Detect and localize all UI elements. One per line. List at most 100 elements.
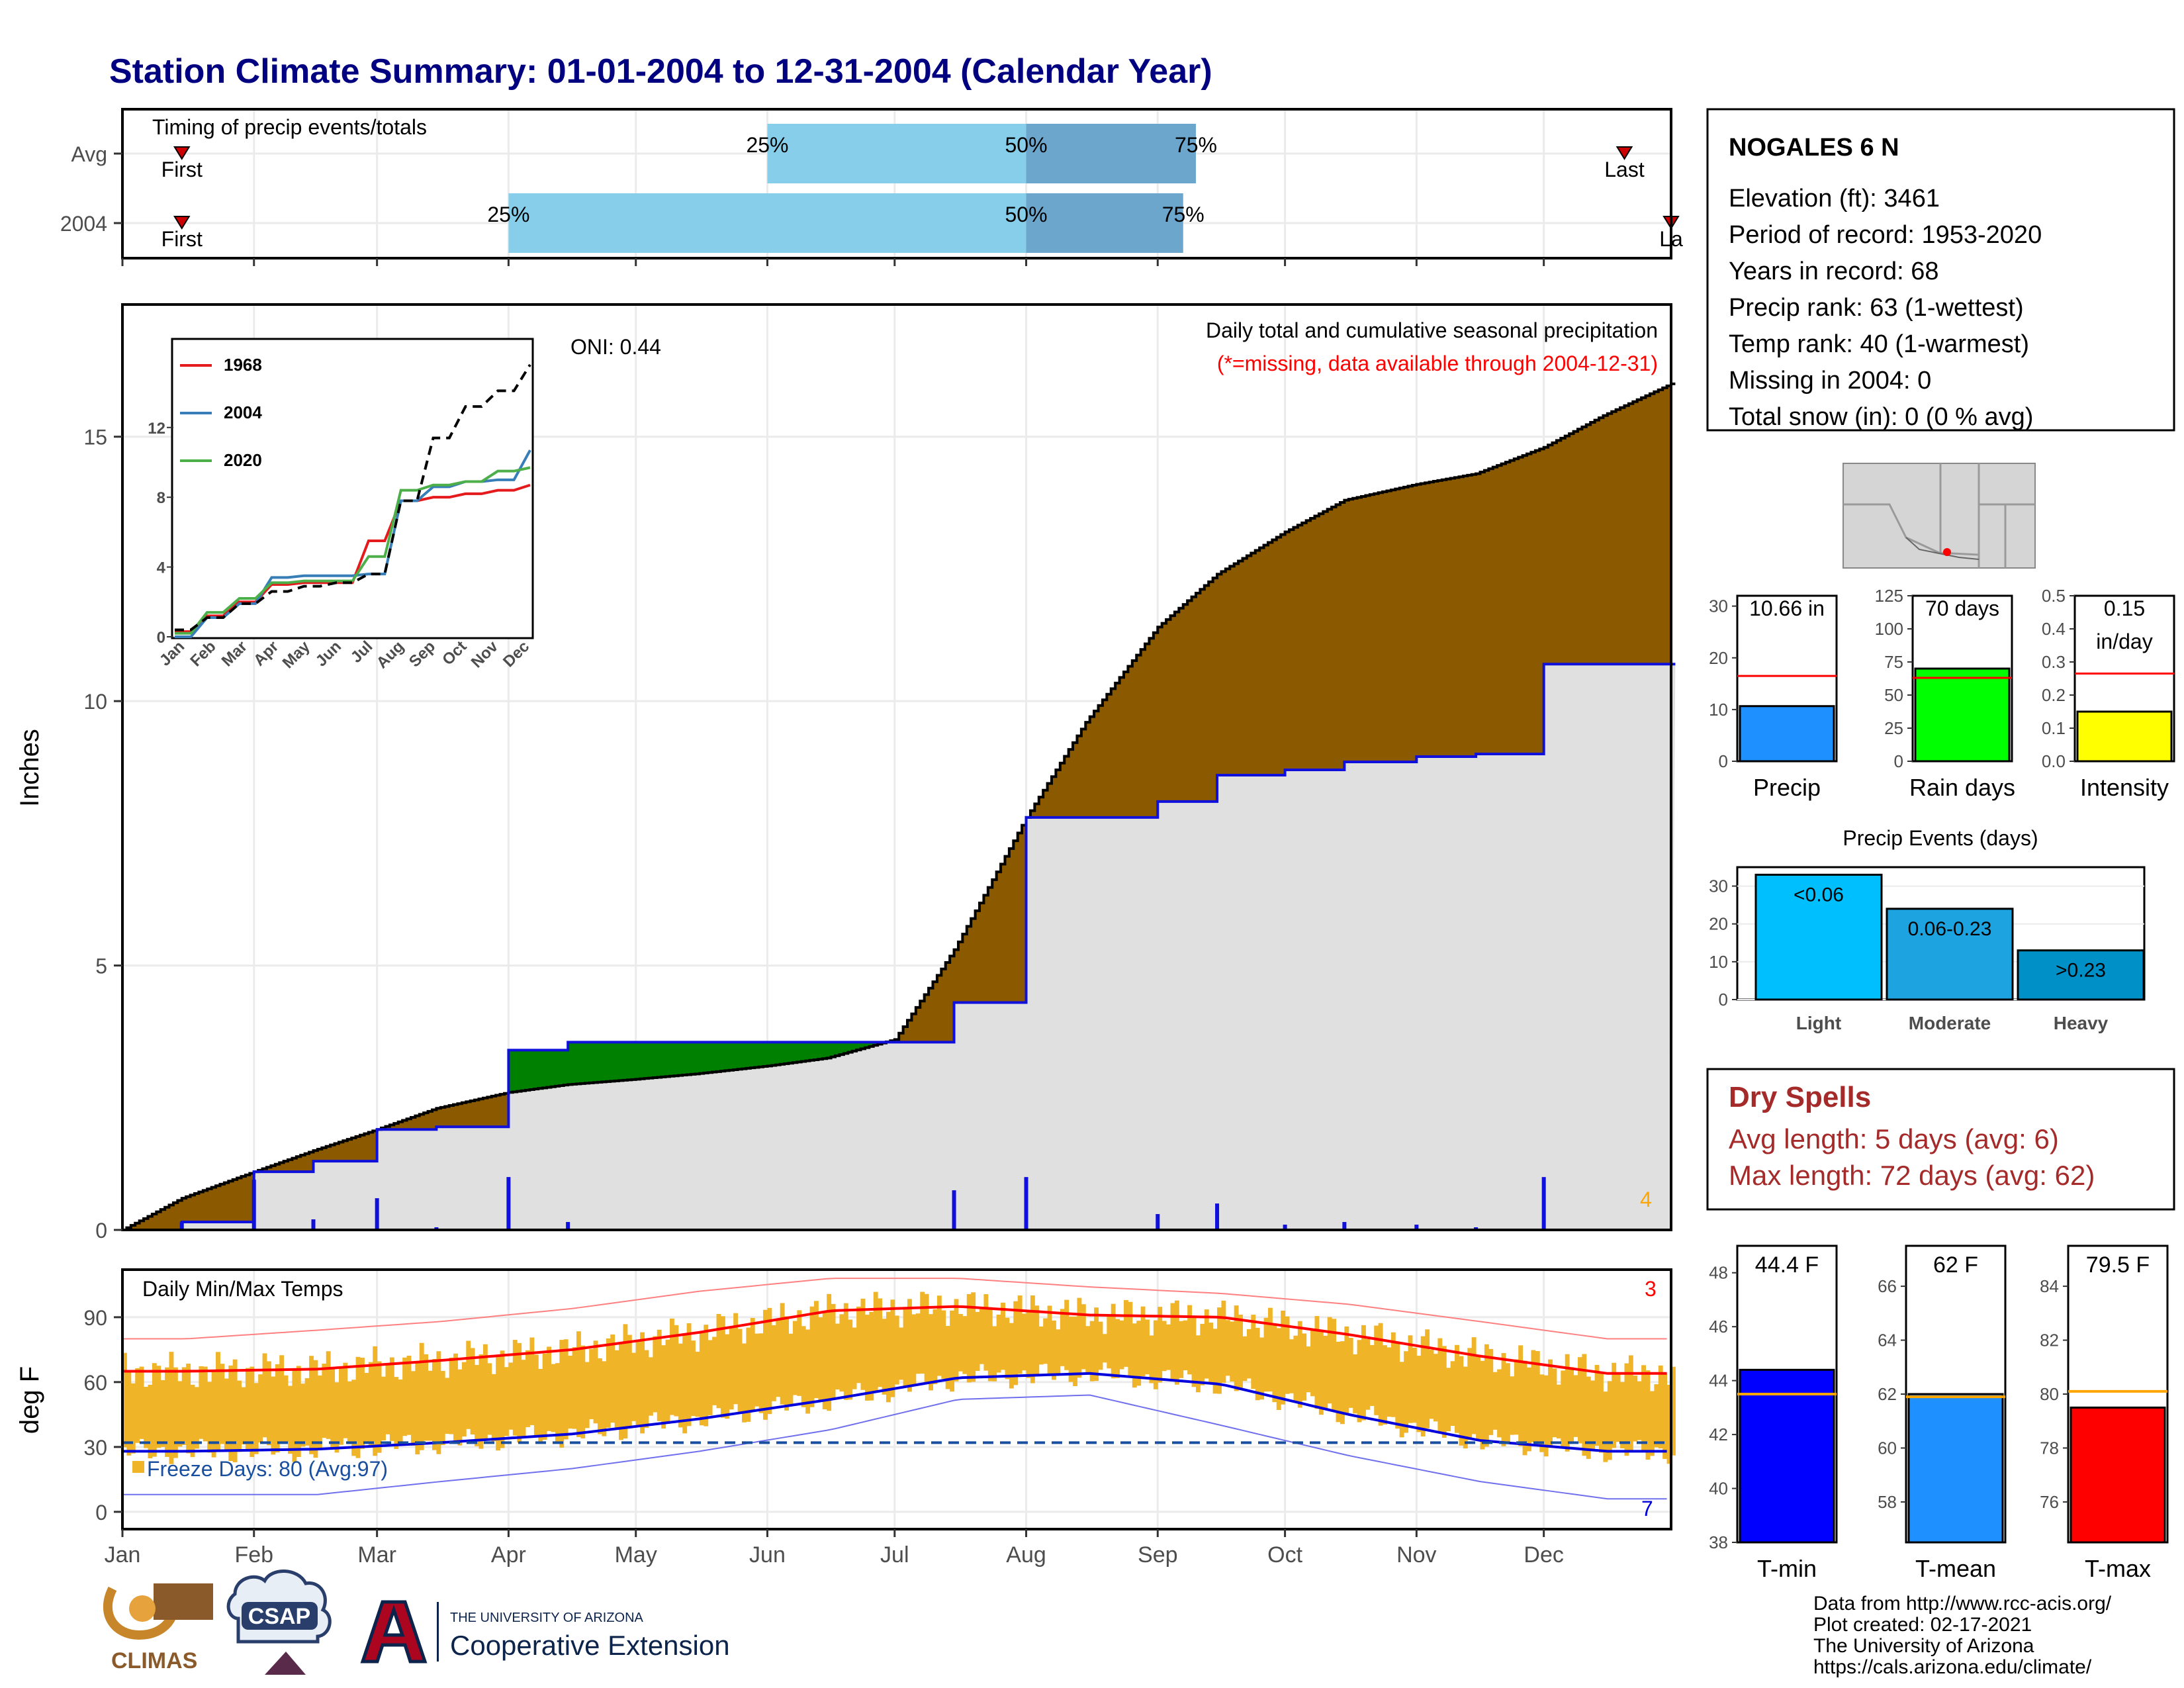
daily-temp-bar [1378,1323,1383,1426]
deficit-area [190,1195,195,1223]
deficit-area [1535,450,1540,755]
daily-temp-bar [1038,1326,1044,1365]
timing-last-marker [1615,146,1633,160]
daily-temp-bar [1543,1375,1549,1457]
record-max-line [122,1278,1667,1340]
events-bar-label: >0.23 [2056,960,2106,982]
deficit-area [1098,705,1103,818]
daily-temp-bar [398,1379,403,1446]
daily-temp-bar [678,1343,683,1428]
deficit-area [1603,415,1608,665]
daily-temp-bar [729,1327,734,1410]
daily-temp-bar [177,1381,183,1447]
daily-temp-bar [954,1299,959,1382]
daily-temp-bar [1323,1335,1328,1409]
surplus-area [559,1050,565,1086]
deficit-area [1645,395,1651,665]
deficit-area [1009,848,1014,1003]
deficit-area [385,1126,390,1130]
daily-temp-bar [389,1357,394,1441]
daily-temp-bar [1318,1331,1324,1415]
deficit-area [177,1200,183,1230]
deficit-area [1263,545,1269,775]
deficit-area [351,1137,357,1162]
deficit-area [1615,409,1621,665]
deficit-area [309,1152,314,1172]
daily-temp-bar [1285,1316,1290,1394]
surplus-area [827,1042,832,1058]
daily-precip-bars [179,1177,1546,1230]
deficit-area [203,1190,208,1223]
temp-panel-title: Daily Min/Max Temps [142,1277,343,1301]
deficit-area [139,1221,144,1230]
surplus-area [525,1050,531,1090]
daily-temp-bar [1420,1336,1426,1437]
mini-temp-tick-label: 38 [1709,1532,1728,1552]
daily-temp-bar [936,1295,942,1376]
deficit-area [279,1162,285,1172]
daily-precip-bar [1156,1214,1160,1230]
deficit-area [941,968,946,1043]
temp-panel: 0 30 60 90 deg F Daily Min/Max Temps Freeze… [15,1268,1676,1568]
daily-temp-bar [1064,1299,1069,1370]
credits: Data from http://www.rcc-acis.org/ Plot … [1813,1593,2112,1678]
daily-temp-bar [517,1342,522,1443]
credit-line: Plot created: 02-17-2021 [1813,1614,2032,1636]
daily-temp-bar [1208,1323,1214,1384]
daily-temp-bar [461,1362,467,1437]
daily-temp-bar [144,1387,148,1448]
daily-temp-bar [1297,1321,1302,1408]
temp-mini-charts: 38 40 42 44 46 48 44.4 F T-min 58 60 62 64 66 62 F T-m… [1709,1244,2169,1582]
daily-temp-bar [992,1326,997,1382]
daily-temp-bar [1374,1325,1379,1415]
daily-temp-bar [449,1357,454,1434]
temp-corner-bottom: 7 [1641,1497,1653,1521]
daily-temp-bar [228,1365,234,1462]
temp-plot [122,1278,1676,1500]
daily-temp-bar [1471,1337,1477,1434]
inset-x-tick-label: Apr [250,637,282,669]
daily-precip-bar [1414,1225,1419,1230]
deficit-area [440,1107,445,1127]
deficit-area [1336,504,1341,770]
daily-temp-bar [1340,1341,1345,1425]
daily-temp-bar [139,1366,144,1439]
daily-temp-bar [313,1360,318,1458]
mini-temp-label: T-max [2085,1555,2151,1582]
timing-panel: Timing of precip events/totals 25% 50% 75%… [60,108,1683,266]
surplus-area [538,1050,543,1089]
deficit-area [1497,465,1502,755]
daily-temp-bar [686,1323,692,1427]
csap-band [242,1602,318,1630]
daily-temp-bar [1671,1366,1676,1456]
daily-temp-bar [355,1356,361,1458]
map-state-borders [1843,463,2035,568]
surplus-area [619,1042,624,1081]
daily-temp-bar [237,1380,242,1452]
daily-temp-bar [1463,1366,1468,1449]
deficit-area [1179,608,1184,802]
deficit-area [317,1149,322,1162]
deficit-area [1344,500,1349,763]
deficit-area [292,1158,297,1172]
timing-pct-label: 75% [1162,203,1205,226]
daily-temp-bar [419,1342,424,1450]
daily-temp-bar [381,1376,386,1441]
daily-temp-bar [1094,1307,1099,1382]
daily-temp-bar [1425,1329,1430,1429]
deficit-area [1225,569,1230,775]
daily-precip-bar [1024,1177,1028,1230]
daily-temp-bar [1166,1324,1171,1370]
deficit-area [1013,841,1019,1003]
deficit-area [1378,492,1383,763]
deficit-area [313,1150,318,1162]
deficit-area [1145,643,1150,818]
events-title: Precip Events (days) [1843,826,2038,850]
daily-temp-bar [1005,1317,1010,1380]
daily-temp-bar [1119,1320,1124,1370]
daily-temp-bar [737,1329,743,1412]
daily-temp-bar [1085,1326,1091,1373]
station-line: Period of record: 1953-2020 [1729,221,2042,249]
deficit-area [1230,566,1235,775]
timing-bar-q50-q75 [1026,193,1183,253]
